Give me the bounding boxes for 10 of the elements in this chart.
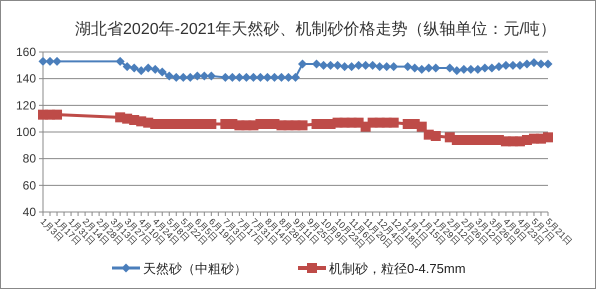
y-tick-label: 80 <box>22 152 36 166</box>
y-tick-label: 60 <box>22 178 36 192</box>
chart-title: 湖北省2020年-2021年天然砂、机制砂价格走势（纵轴单位：元/吨） <box>75 20 556 38</box>
y-tick-label: 160 <box>16 45 36 59</box>
legend-label: 天然砂（中粗砂） <box>143 261 247 276</box>
y-tick-label: 100 <box>16 125 36 139</box>
y-tick-label: 140 <box>16 72 36 86</box>
y-tick-label: 40 <box>22 205 36 219</box>
y-tick-label: 120 <box>16 98 36 112</box>
legend-label: 机制砂，粒径0-4.75mm <box>329 261 466 276</box>
